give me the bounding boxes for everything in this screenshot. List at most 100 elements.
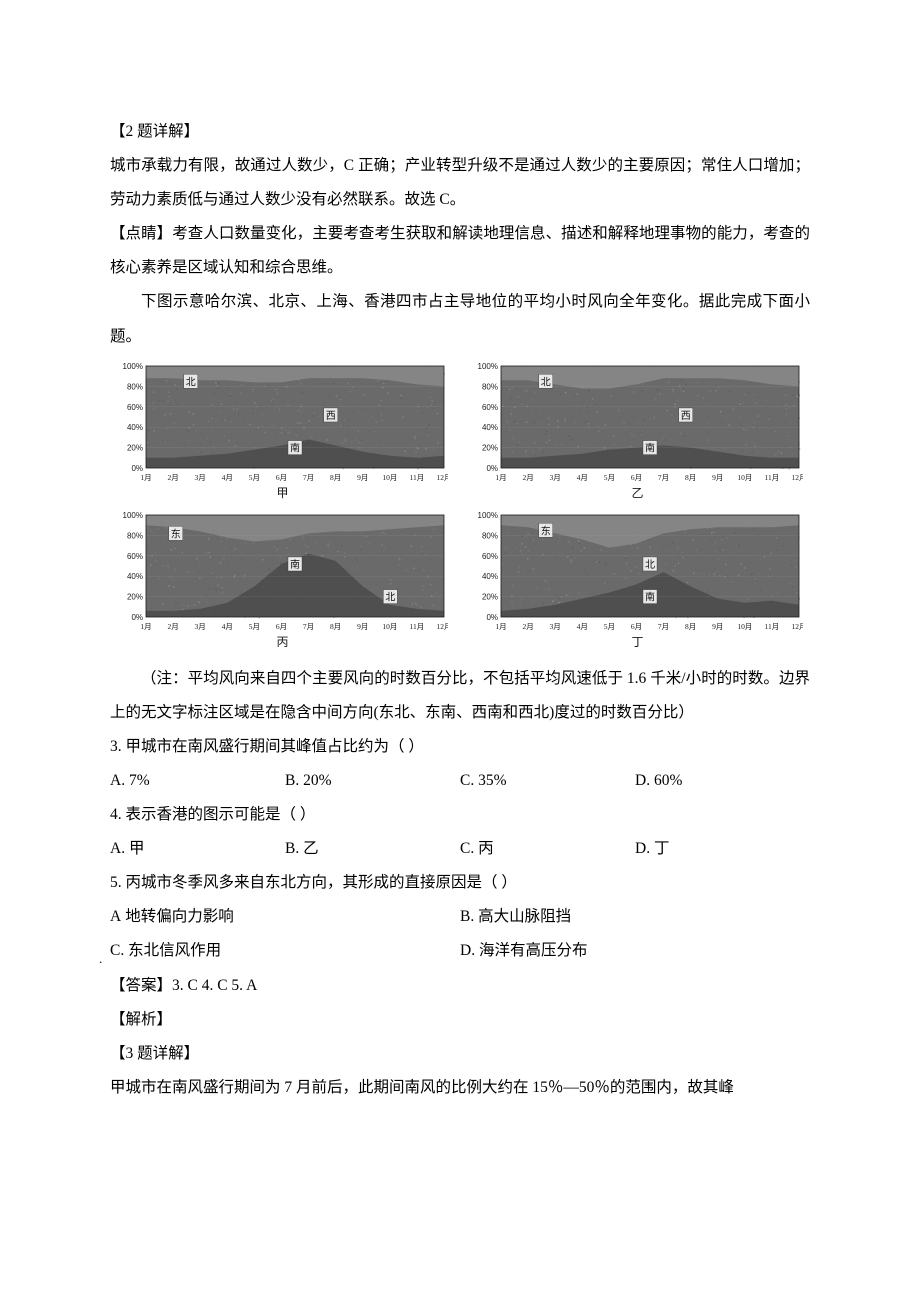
opt-text: 丙 [478, 840, 494, 857]
svg-text:北: 北 [385, 591, 395, 603]
opt-letter: A. [110, 772, 125, 789]
svg-text:60%: 60% [481, 551, 497, 560]
svg-text:3月: 3月 [549, 622, 560, 631]
svg-text:60%: 60% [126, 551, 142, 560]
svg-text:8月: 8月 [685, 473, 696, 482]
q4-opt-d: D. 丁 [635, 832, 810, 866]
svg-text:40%: 40% [126, 572, 142, 581]
opt-letter: B. [460, 908, 474, 925]
svg-text:12月: 12月 [436, 622, 448, 631]
svg-text:0%: 0% [131, 464, 143, 473]
analysis-label: 【解析】 [110, 1003, 810, 1037]
opt-letter: D. [460, 942, 475, 959]
chart-jia: 0%20%40%60%80%100%1月2月3月4月5月6月7月8月9月10月1… [118, 362, 448, 482]
chart-ding: 0%20%40%60%80%100%1月2月3月4月5月6月7月8月9月10月1… [473, 511, 803, 631]
svg-text:12月: 12月 [791, 473, 803, 482]
svg-text:6月: 6月 [630, 473, 641, 482]
q3-detail-label: 【3 题详解】 [110, 1037, 810, 1071]
q3-opt-d: D. 60% [635, 764, 810, 798]
svg-text:4月: 4月 [576, 622, 587, 631]
svg-text:20%: 20% [481, 592, 497, 601]
svg-text:5月: 5月 [248, 473, 259, 482]
svg-text:南: 南 [290, 441, 300, 454]
svg-text:5月: 5月 [603, 622, 614, 631]
svg-text:10月: 10月 [382, 622, 397, 631]
opt-letter: A. [110, 840, 125, 857]
svg-text:40%: 40% [481, 423, 497, 432]
svg-text:9月: 9月 [712, 473, 723, 482]
svg-text:10月: 10月 [737, 473, 752, 482]
svg-text:南: 南 [290, 558, 300, 571]
svg-text:北: 北 [185, 376, 195, 388]
opt-text: 地转偏向力影响 [125, 900, 234, 934]
opt-text: 海洋有高压分布 [479, 942, 588, 959]
svg-text:2月: 2月 [167, 622, 178, 631]
q3-opt-b: B. 20% [285, 764, 460, 798]
svg-text:100%: 100% [477, 362, 497, 371]
chart-panel-bing: 0%20%40%60%80%100%1月2月3月4月5月6月7月8月9月10月1… [110, 511, 455, 650]
svg-text:80%: 80% [481, 382, 497, 391]
svg-text:20%: 20% [481, 443, 497, 452]
q4-opt-b: B. 乙 [285, 832, 460, 866]
svg-text:西: 西 [680, 411, 690, 422]
svg-text:10月: 10月 [382, 473, 397, 482]
svg-text:东: 东 [170, 527, 180, 540]
svg-text:3月: 3月 [194, 473, 205, 482]
svg-text:0%: 0% [131, 613, 143, 622]
opt-letter: A [110, 900, 121, 934]
charts-grid: 0% 20% 40% 60% 80% 100% 1月 2月 3月 4月 5月 6月 7月 8月 9月 10月 1… [110, 362, 810, 650]
svg-text:2月: 2月 [522, 473, 533, 482]
q2-heading: 【2 题详解】 [110, 115, 810, 149]
svg-text:1月: 1月 [140, 473, 151, 482]
svg-text:11月: 11月 [764, 473, 779, 482]
svg-text:6月: 6月 [630, 622, 641, 631]
svg-text:8月: 8月 [685, 622, 696, 631]
svg-text:北: 北 [540, 376, 550, 388]
emphasis-dot: . [99, 952, 102, 965]
opt-text: 甲 [129, 840, 145, 857]
svg-text:7月: 7月 [657, 622, 668, 631]
opt-letter: B. [285, 772, 299, 789]
svg-text:8月: 8月 [330, 622, 341, 631]
opt-letter: C. [460, 840, 474, 857]
svg-text:6月: 6月 [275, 622, 286, 631]
chart-yi: 0%20%40%60%80%100%1月2月3月4月5月6月7月8月9月10月1… [473, 362, 803, 482]
chart-note: （注：平均风向来自四个主要风向的时数百分比，不包括平均风速低于 1.6 千米/小… [110, 662, 810, 730]
opt-letter: C. [460, 772, 474, 789]
svg-text:40%: 40% [126, 423, 142, 432]
svg-text:9月: 9月 [357, 473, 368, 482]
svg-text:11月: 11月 [409, 473, 424, 482]
svg-text:4月: 4月 [576, 473, 587, 482]
panel-caption-yi: 乙 [631, 484, 643, 501]
opt-text: 35% [478, 772, 506, 789]
chart-panel-yi: 0%20%40%60%80%100%1月2月3月4月5月6月7月8月9月10月1… [465, 362, 810, 501]
svg-text:80%: 80% [126, 382, 142, 391]
svg-text:80%: 80% [126, 531, 142, 540]
q3-options: A. 7% B. 20% C. 35% D. 60% [110, 764, 810, 798]
svg-text:80%: 80% [481, 531, 497, 540]
q3-detail-body: 甲城市在南风盛行期间为 7 月前后，此期间南风的比例大约在 15％—50％的范围… [110, 1071, 810, 1105]
svg-text:9月: 9月 [357, 622, 368, 631]
svg-text:40%: 40% [481, 572, 497, 581]
svg-text:10月: 10月 [737, 622, 752, 631]
svg-text:4月: 4月 [221, 622, 232, 631]
q5-opt-b: B. 高大山脉阻挡 [460, 900, 810, 934]
q3-opt-a: A. 7% [110, 764, 285, 798]
opt-letter: C. [110, 942, 124, 959]
opt-text: 高大山脉阻挡 [478, 908, 571, 925]
svg-text:100%: 100% [477, 511, 497, 520]
svg-text:1月: 1月 [495, 622, 506, 631]
svg-text:2月: 2月 [167, 473, 178, 482]
svg-text:20%: 20% [126, 443, 142, 452]
svg-text:0%: 0% [486, 613, 498, 622]
q2-para-2: 【点睛】考查人口数量变化，主要考查考生获取和解读地理信息、描述和解释地理事物的能… [110, 217, 810, 285]
svg-text:20%: 20% [126, 592, 142, 601]
svg-text:西: 西 [325, 411, 335, 422]
svg-text:1月: 1月 [495, 473, 506, 482]
q4-stem: 4. 表示香港的图示可能是（ ） [110, 798, 810, 832]
svg-text:4月: 4月 [221, 473, 232, 482]
svg-text:南: 南 [645, 590, 655, 603]
svg-text:3月: 3月 [194, 622, 205, 631]
q3-stem: 3. 甲城市在南风盛行期间其峰值占比约为（ ） [110, 730, 810, 764]
panel-caption-ding: 丁 [631, 633, 643, 650]
